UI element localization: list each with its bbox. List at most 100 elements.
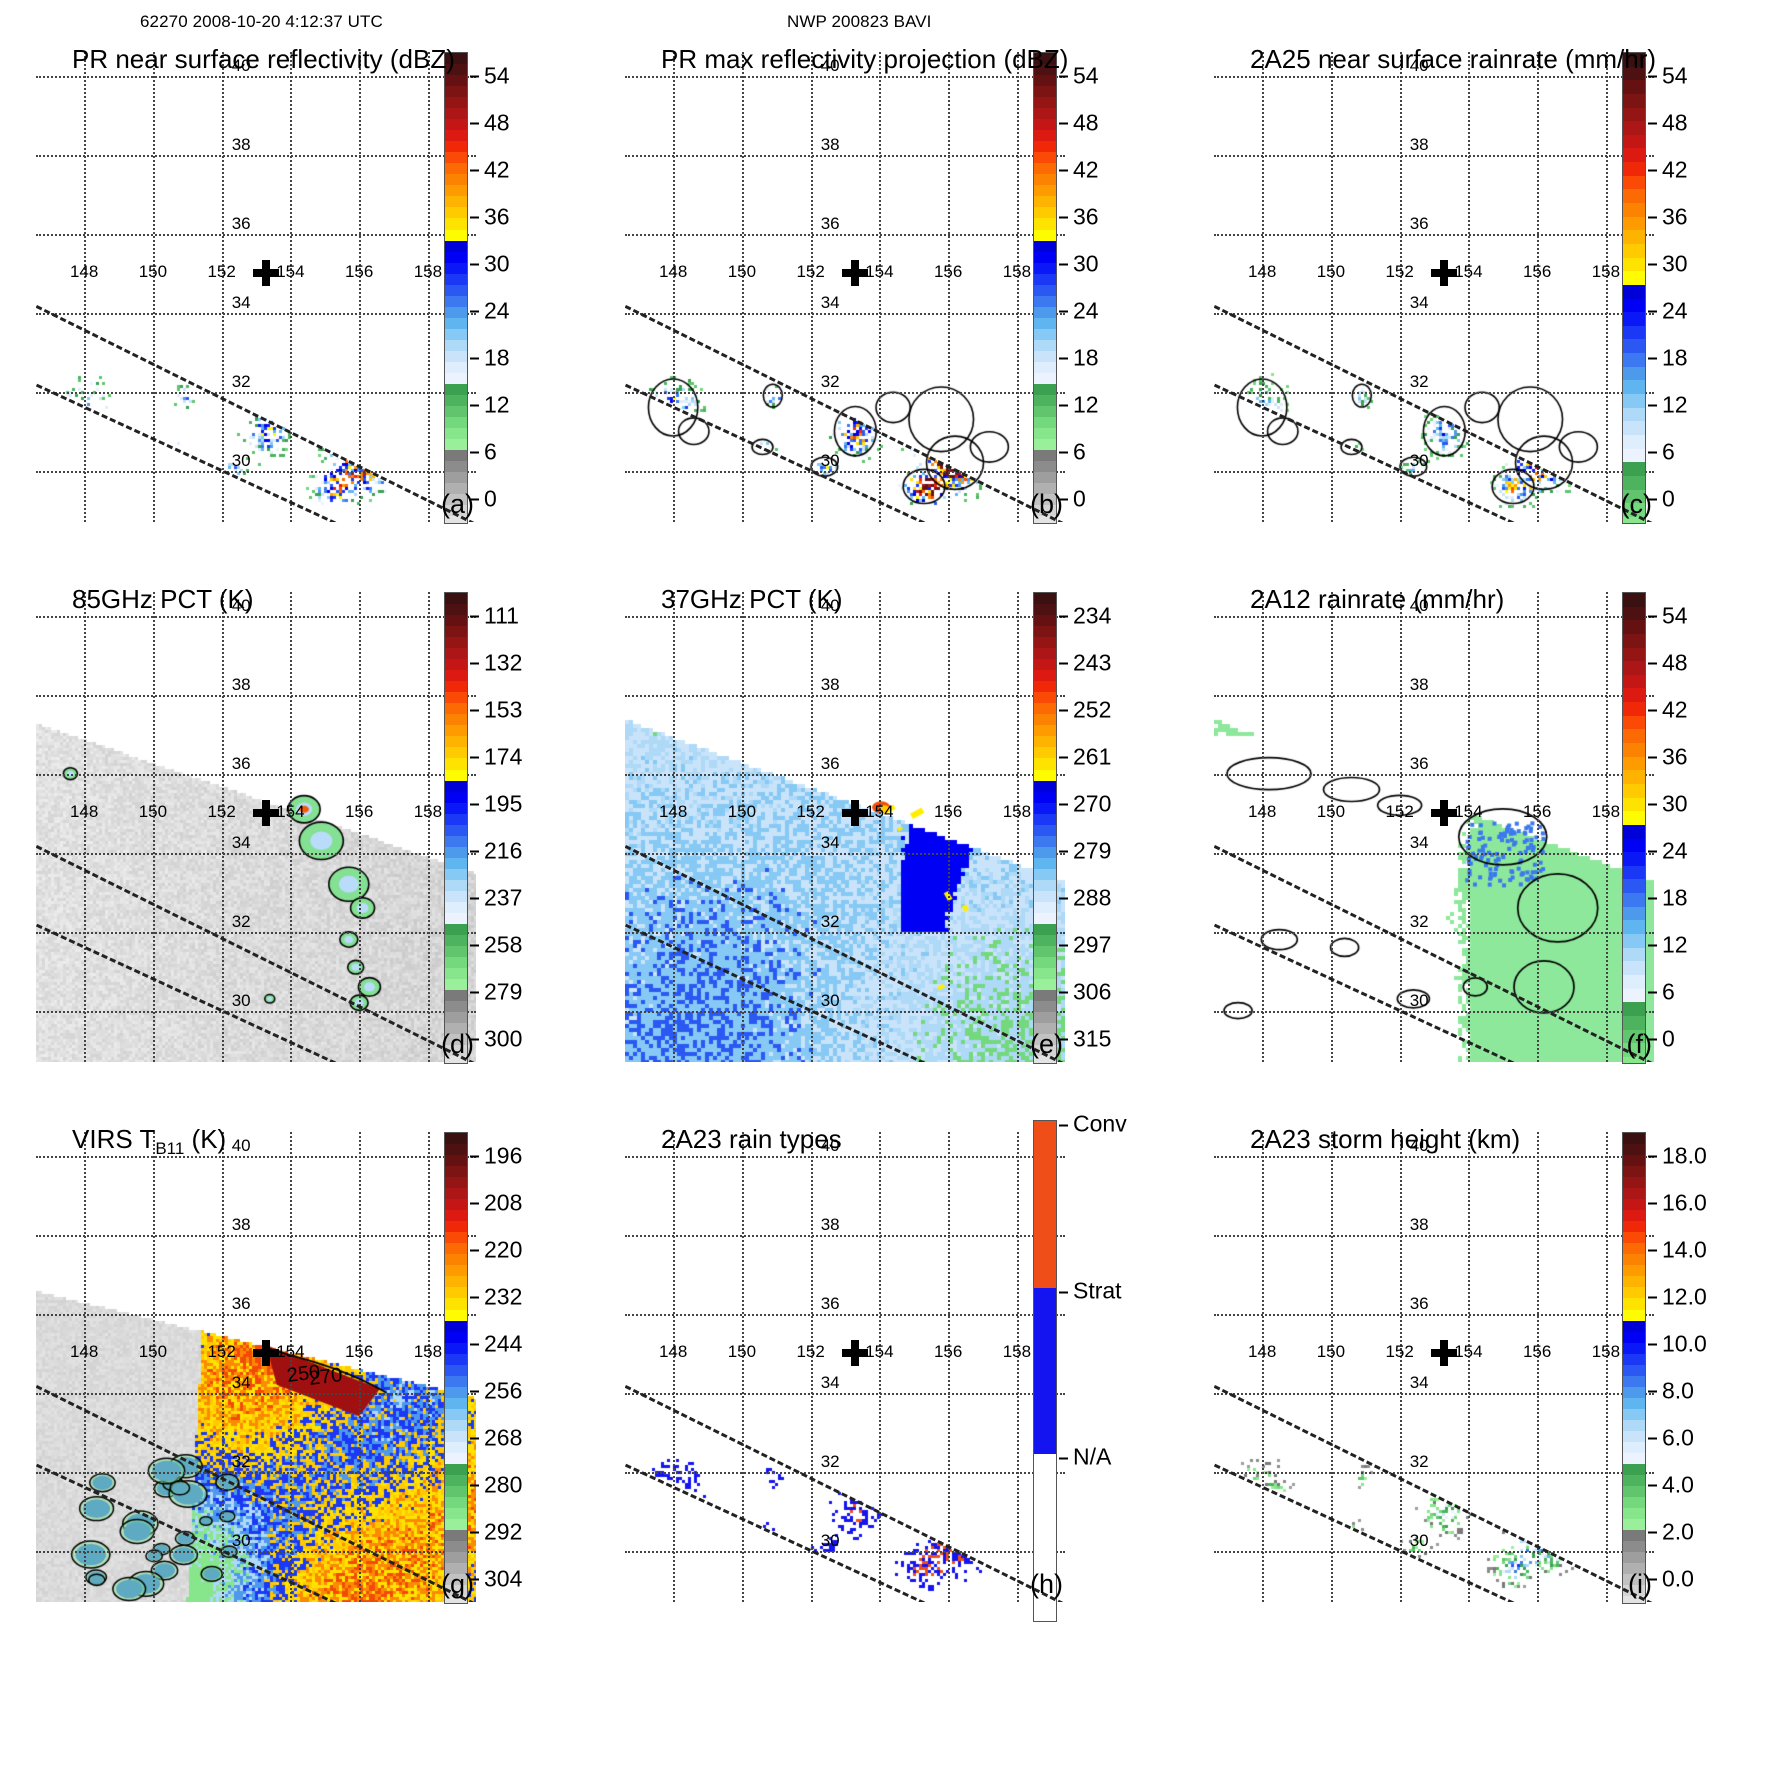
lat-tick-label-36: 36 bbox=[820, 1293, 840, 1313]
colorbar-tick-288: 288 bbox=[1059, 884, 1111, 911]
colorbar-seg-16 bbox=[1623, 811, 1645, 825]
lat-tick-label-34: 34 bbox=[820, 292, 840, 312]
colorbar-seg-6 bbox=[1034, 119, 1056, 131]
colorbar-seg-14 bbox=[445, 1287, 467, 1299]
lat-tick-label-32: 32 bbox=[1409, 1451, 1429, 1471]
colorbar-seg-20 bbox=[445, 1353, 467, 1365]
plot-area-f[interactable]: 148 150 152 154 156 158 40 38 36 34 32 30 bbox=[1214, 592, 1654, 1062]
plot-area-c[interactable]: 148 150 152 154 156 158 40 38 36 34 32 30 bbox=[1214, 52, 1654, 522]
colorbar-seg-40 bbox=[445, 494, 467, 506]
colorbar-seg-1 bbox=[445, 64, 467, 76]
colorbar-seg-10 bbox=[445, 163, 467, 175]
lat-tick-label-32: 32 bbox=[1409, 911, 1429, 931]
gridline-lon-148 bbox=[1262, 1132, 1265, 1602]
colorbar-seg-32 bbox=[1034, 406, 1056, 418]
colorbar-seg-42 bbox=[445, 1596, 467, 1603]
plot-area-d[interactable]: 148 150 152 154 156 158 40 38 36 34 32 30 bbox=[36, 592, 476, 1062]
colorbar-seg-23 bbox=[1623, 366, 1645, 381]
lon-tick-label-156: 156 bbox=[1522, 1342, 1552, 1362]
colorbar-tick-54: 54 bbox=[1648, 602, 1688, 629]
plot-area-h[interactable]: 148 150 152 154 156 158 40 38 36 34 32 30 bbox=[625, 1132, 1065, 1602]
colorbar-seg-26 bbox=[445, 339, 467, 351]
colorbar-seg-6 bbox=[1623, 1199, 1645, 1211]
header-left-text: 62270 2008-10-20 4:12:37 UTC bbox=[140, 12, 383, 31]
colorbar-seg-27 bbox=[1623, 961, 1645, 975]
plot-area-i[interactable]: 148 150 152 154 156 158 40 38 36 34 32 30 bbox=[1214, 1132, 1654, 1602]
panel-label-e: (e) bbox=[1030, 1029, 1063, 1059]
plot-area-g[interactable]: 148 150 152 154 156 158 40 38 36 34 32 30 bbox=[36, 1132, 476, 1602]
colorbar-tick-195: 195 bbox=[470, 790, 522, 817]
plot-area-a[interactable]: 148 150 152 154 156 158 40 38 36 34 32 30 bbox=[36, 52, 476, 522]
colorbar-seg-37 bbox=[445, 1541, 467, 1553]
gridline-lon-154 bbox=[290, 1132, 293, 1602]
colorbar-seg-32 bbox=[1623, 1029, 1645, 1044]
colorbar-seg-2 bbox=[1034, 75, 1056, 87]
lon-tick-label-148: 148 bbox=[658, 1342, 688, 1362]
gridline-lon-148 bbox=[1262, 592, 1265, 1062]
header-center-text: NWP 200823 BAVI bbox=[787, 12, 932, 31]
colorbar-tick-18: 18 bbox=[470, 344, 510, 371]
colorbar-tick-10-0: 10.0 bbox=[1648, 1330, 1707, 1357]
colorbar-seg-10 bbox=[1623, 1243, 1645, 1255]
colorbar-seg-42 bbox=[1034, 516, 1056, 523]
colorbar-tick-300: 300 bbox=[470, 1025, 522, 1052]
lon-tick-label-154: 154 bbox=[276, 802, 305, 822]
colorbar-seg-24 bbox=[1623, 920, 1645, 935]
colorbar-seg-1 bbox=[445, 1144, 467, 1156]
colorbar-seg-2 bbox=[1034, 615, 1056, 627]
colorbar-seg-19 bbox=[1623, 312, 1645, 326]
colorbar-seg-12 bbox=[445, 725, 467, 737]
colorbar-seg-3 bbox=[1623, 633, 1645, 648]
lon-tick-label-148: 148 bbox=[658, 802, 688, 822]
colorbar-seg-strat bbox=[1034, 1287, 1056, 1455]
colorbar-seg-31 bbox=[1623, 1474, 1645, 1486]
gridline-lat-32 bbox=[1214, 391, 1654, 394]
gridline-lat-34 bbox=[1214, 312, 1654, 315]
colorbar-seg-11 bbox=[1623, 743, 1645, 757]
panel-title-d: 85GHz PCT (K) bbox=[72, 584, 254, 614]
gridline-lon-154 bbox=[879, 1132, 882, 1602]
colorbar-tick-6-0: 6.0 bbox=[1648, 1424, 1694, 1451]
plot-area-b[interactable]: 148 150 152 154 156 158 40 38 36 34 32 30 bbox=[625, 52, 1065, 522]
gridline-lat-30 bbox=[625, 1550, 1065, 1553]
gridline-lat-36 bbox=[625, 233, 1065, 236]
colorbar-seg-12 bbox=[445, 185, 467, 197]
lat-tick-label-40: 40 bbox=[231, 55, 251, 75]
gridline-lon-154 bbox=[1468, 52, 1471, 522]
colorbar-seg-13 bbox=[445, 736, 467, 748]
colorbar-seg-32 bbox=[445, 406, 467, 418]
gridline-lat-38 bbox=[625, 1234, 1065, 1237]
colorbar-tick-54: 54 bbox=[1648, 62, 1688, 89]
colorbar-tick-132: 132 bbox=[470, 649, 522, 676]
gridline-lat-40 bbox=[625, 615, 1065, 618]
colorbar-seg-41 bbox=[1623, 1585, 1645, 1597]
colorbar-seg-15 bbox=[445, 218, 467, 230]
colorbar-seg-17 bbox=[445, 240, 467, 252]
colorbar-seg-14 bbox=[1623, 243, 1645, 258]
lon-tick-label-152: 152 bbox=[1385, 802, 1414, 822]
gridline-lon-152 bbox=[221, 1132, 224, 1602]
colorbar-tick-42: 42 bbox=[1648, 156, 1688, 183]
gridline-lat-36 bbox=[1214, 1313, 1654, 1316]
lat-tick-label-36: 36 bbox=[820, 753, 840, 773]
data-field-i bbox=[1214, 1132, 1654, 1602]
plot-area-e[interactable]: 148 150 152 154 156 158 40 38 36 34 32 30 bbox=[625, 592, 1065, 1062]
colorbar-seg-15 bbox=[1623, 797, 1645, 812]
colorbar-seg-11 bbox=[445, 1254, 467, 1266]
colorbar-seg-30 bbox=[1034, 923, 1056, 935]
panel-h: 148 150 152 154 156 158 40 38 36 34 32 30 2A23 rain … bbox=[625, 1100, 1127, 1622]
colorbar-seg-24 bbox=[1623, 1397, 1645, 1409]
lat-tick-label-40: 40 bbox=[820, 595, 840, 615]
gridline-lat-38 bbox=[1214, 154, 1654, 157]
gridline-lon-156 bbox=[1537, 1132, 1540, 1602]
colorbar-seg-27 bbox=[1623, 421, 1645, 435]
colorbar-seg-6 bbox=[1623, 134, 1645, 149]
gridline-lat-32 bbox=[36, 391, 476, 394]
gridline-lat-32 bbox=[625, 1471, 1065, 1474]
colorbar-seg-40 bbox=[1034, 494, 1056, 506]
colorbar-seg-38 bbox=[445, 1552, 467, 1564]
colorbar-seg-6 bbox=[445, 659, 467, 671]
colorbar-seg-18 bbox=[1623, 1331, 1645, 1343]
panel-a: 148 150 152 154 156 158 40 38 36 34 32 30 PR near su… bbox=[36, 20, 536, 540]
